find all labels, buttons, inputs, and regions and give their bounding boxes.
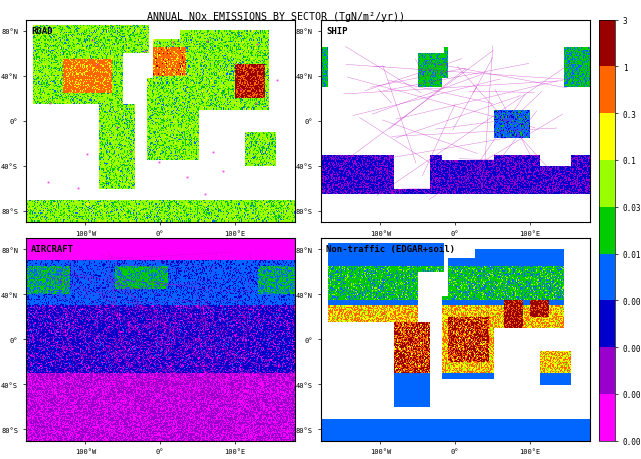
Point — [218, 168, 228, 175]
Point — [252, 41, 262, 48]
Point — [208, 149, 219, 157]
Point — [112, 124, 122, 132]
Point — [167, 39, 178, 47]
Point — [235, 86, 246, 94]
Text: SHIP: SHIP — [326, 27, 347, 36]
Point — [181, 174, 192, 182]
Text: ANNUAL NOx EMISSIONS BY SECTOR (TgN/m²/yr)): ANNUAL NOx EMISSIONS BY SECTOR (TgN/m²/y… — [147, 11, 404, 22]
Point — [92, 61, 103, 68]
Point — [72, 185, 83, 192]
Point — [154, 158, 164, 166]
Point — [87, 37, 97, 45]
Text: Non-traffic (EDGAR+soil): Non-traffic (EDGAR+soil) — [326, 245, 455, 254]
Point — [140, 49, 150, 56]
Point — [81, 151, 92, 158]
Point — [126, 148, 136, 155]
Point — [202, 39, 212, 46]
Point — [271, 78, 281, 85]
Point — [42, 179, 53, 186]
Point — [251, 100, 261, 107]
Text: AIRCRAFT: AIRCRAFT — [31, 245, 74, 254]
Point — [200, 190, 210, 198]
Text: ROAD: ROAD — [31, 27, 53, 36]
Point — [45, 100, 55, 107]
